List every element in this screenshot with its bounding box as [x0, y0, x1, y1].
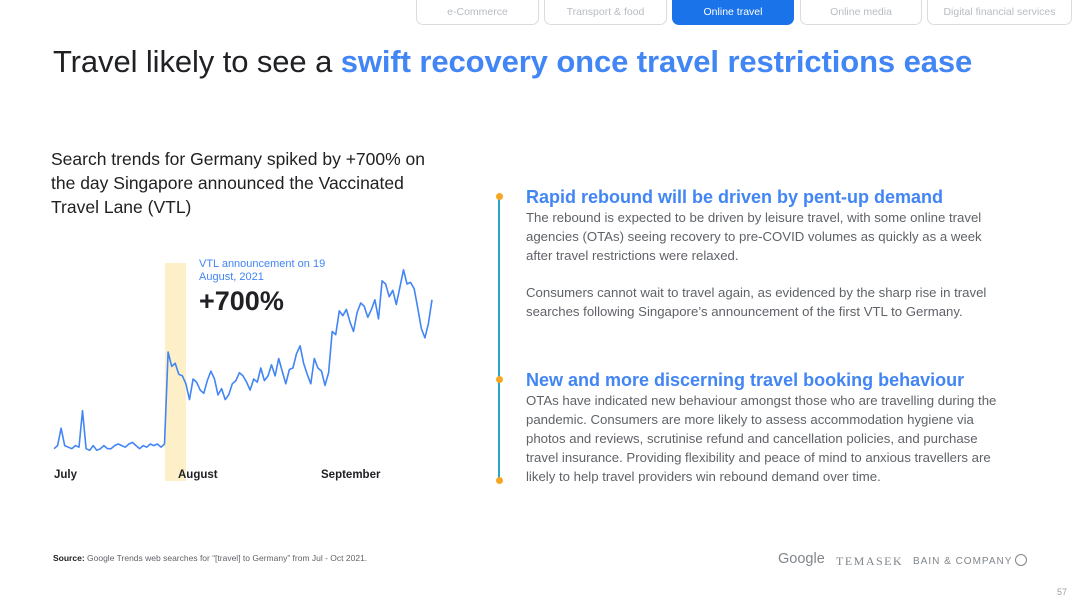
chart-canvas	[53, 263, 433, 481]
tab-e-commerce[interactable]: e-Commerce	[416, 0, 539, 25]
vtl-highlight-band	[165, 263, 186, 481]
section-paragraph: The rebound is expected to be driven by …	[526, 210, 982, 263]
source-text: Google Trends web searches for “[travel]…	[84, 553, 368, 563]
google-logo: Google	[778, 551, 825, 567]
section-paragraph: Consumers cannot wait to travel again, a…	[526, 285, 987, 319]
page-title: Travel likely to see a swift recovery on…	[53, 44, 972, 80]
timeline-line	[498, 197, 500, 481]
bain-logo: BAIN & COMPANY	[913, 556, 1013, 567]
x-label-july: July	[54, 469, 78, 481]
timeline-dot	[496, 193, 503, 200]
bain-mark-icon	[1015, 554, 1027, 566]
timeline-dot	[496, 477, 503, 484]
tab-online-travel[interactable]: Online travel	[672, 0, 794, 25]
section-heading: New and more discerning travel booking b…	[526, 370, 965, 390]
x-label-august: August	[178, 469, 218, 481]
x-label-september: September	[321, 469, 381, 481]
page-number: 57	[1057, 587, 1068, 597]
title-highlight: swift recovery once travel restrictions …	[340, 44, 973, 79]
insight-section-rebound: Rapid rebound will be driven by pent-up …	[526, 186, 1006, 321]
search-trend-chart: VTL announcement on 19 August, 2021 +700…	[50, 255, 450, 490]
timeline-dot	[496, 376, 503, 383]
section-tabs: e-Commerce Transport & food Online trave…	[416, 0, 1072, 26]
section-heading: Rapid rebound will be driven by pent-up …	[526, 187, 944, 207]
section-paragraph: OTAs have indicated new behaviour amongs…	[526, 393, 997, 484]
temasek-logo: TEMASEK	[836, 554, 904, 568]
vtl-annotation: VTL announcement on 19 August, 2021	[199, 258, 326, 283]
source-note: Source: Google Trends web searches for “…	[53, 553, 367, 563]
title-plain: Travel likely to see a	[53, 44, 341, 79]
source-label: Source:	[53, 553, 85, 563]
tab-digital-financial-services[interactable]: Digital financial services	[927, 0, 1072, 25]
tab-online-media[interactable]: Online media	[800, 0, 922, 25]
insight-section-behaviour: New and more discerning travel booking b…	[526, 369, 1006, 486]
tab-transport-food[interactable]: Transport & food	[544, 0, 667, 25]
spike-label: +700%	[199, 286, 284, 316]
chart-subtitle: Search trends for Germany spiked by +700…	[51, 149, 426, 217]
trend-line	[53, 269, 433, 452]
